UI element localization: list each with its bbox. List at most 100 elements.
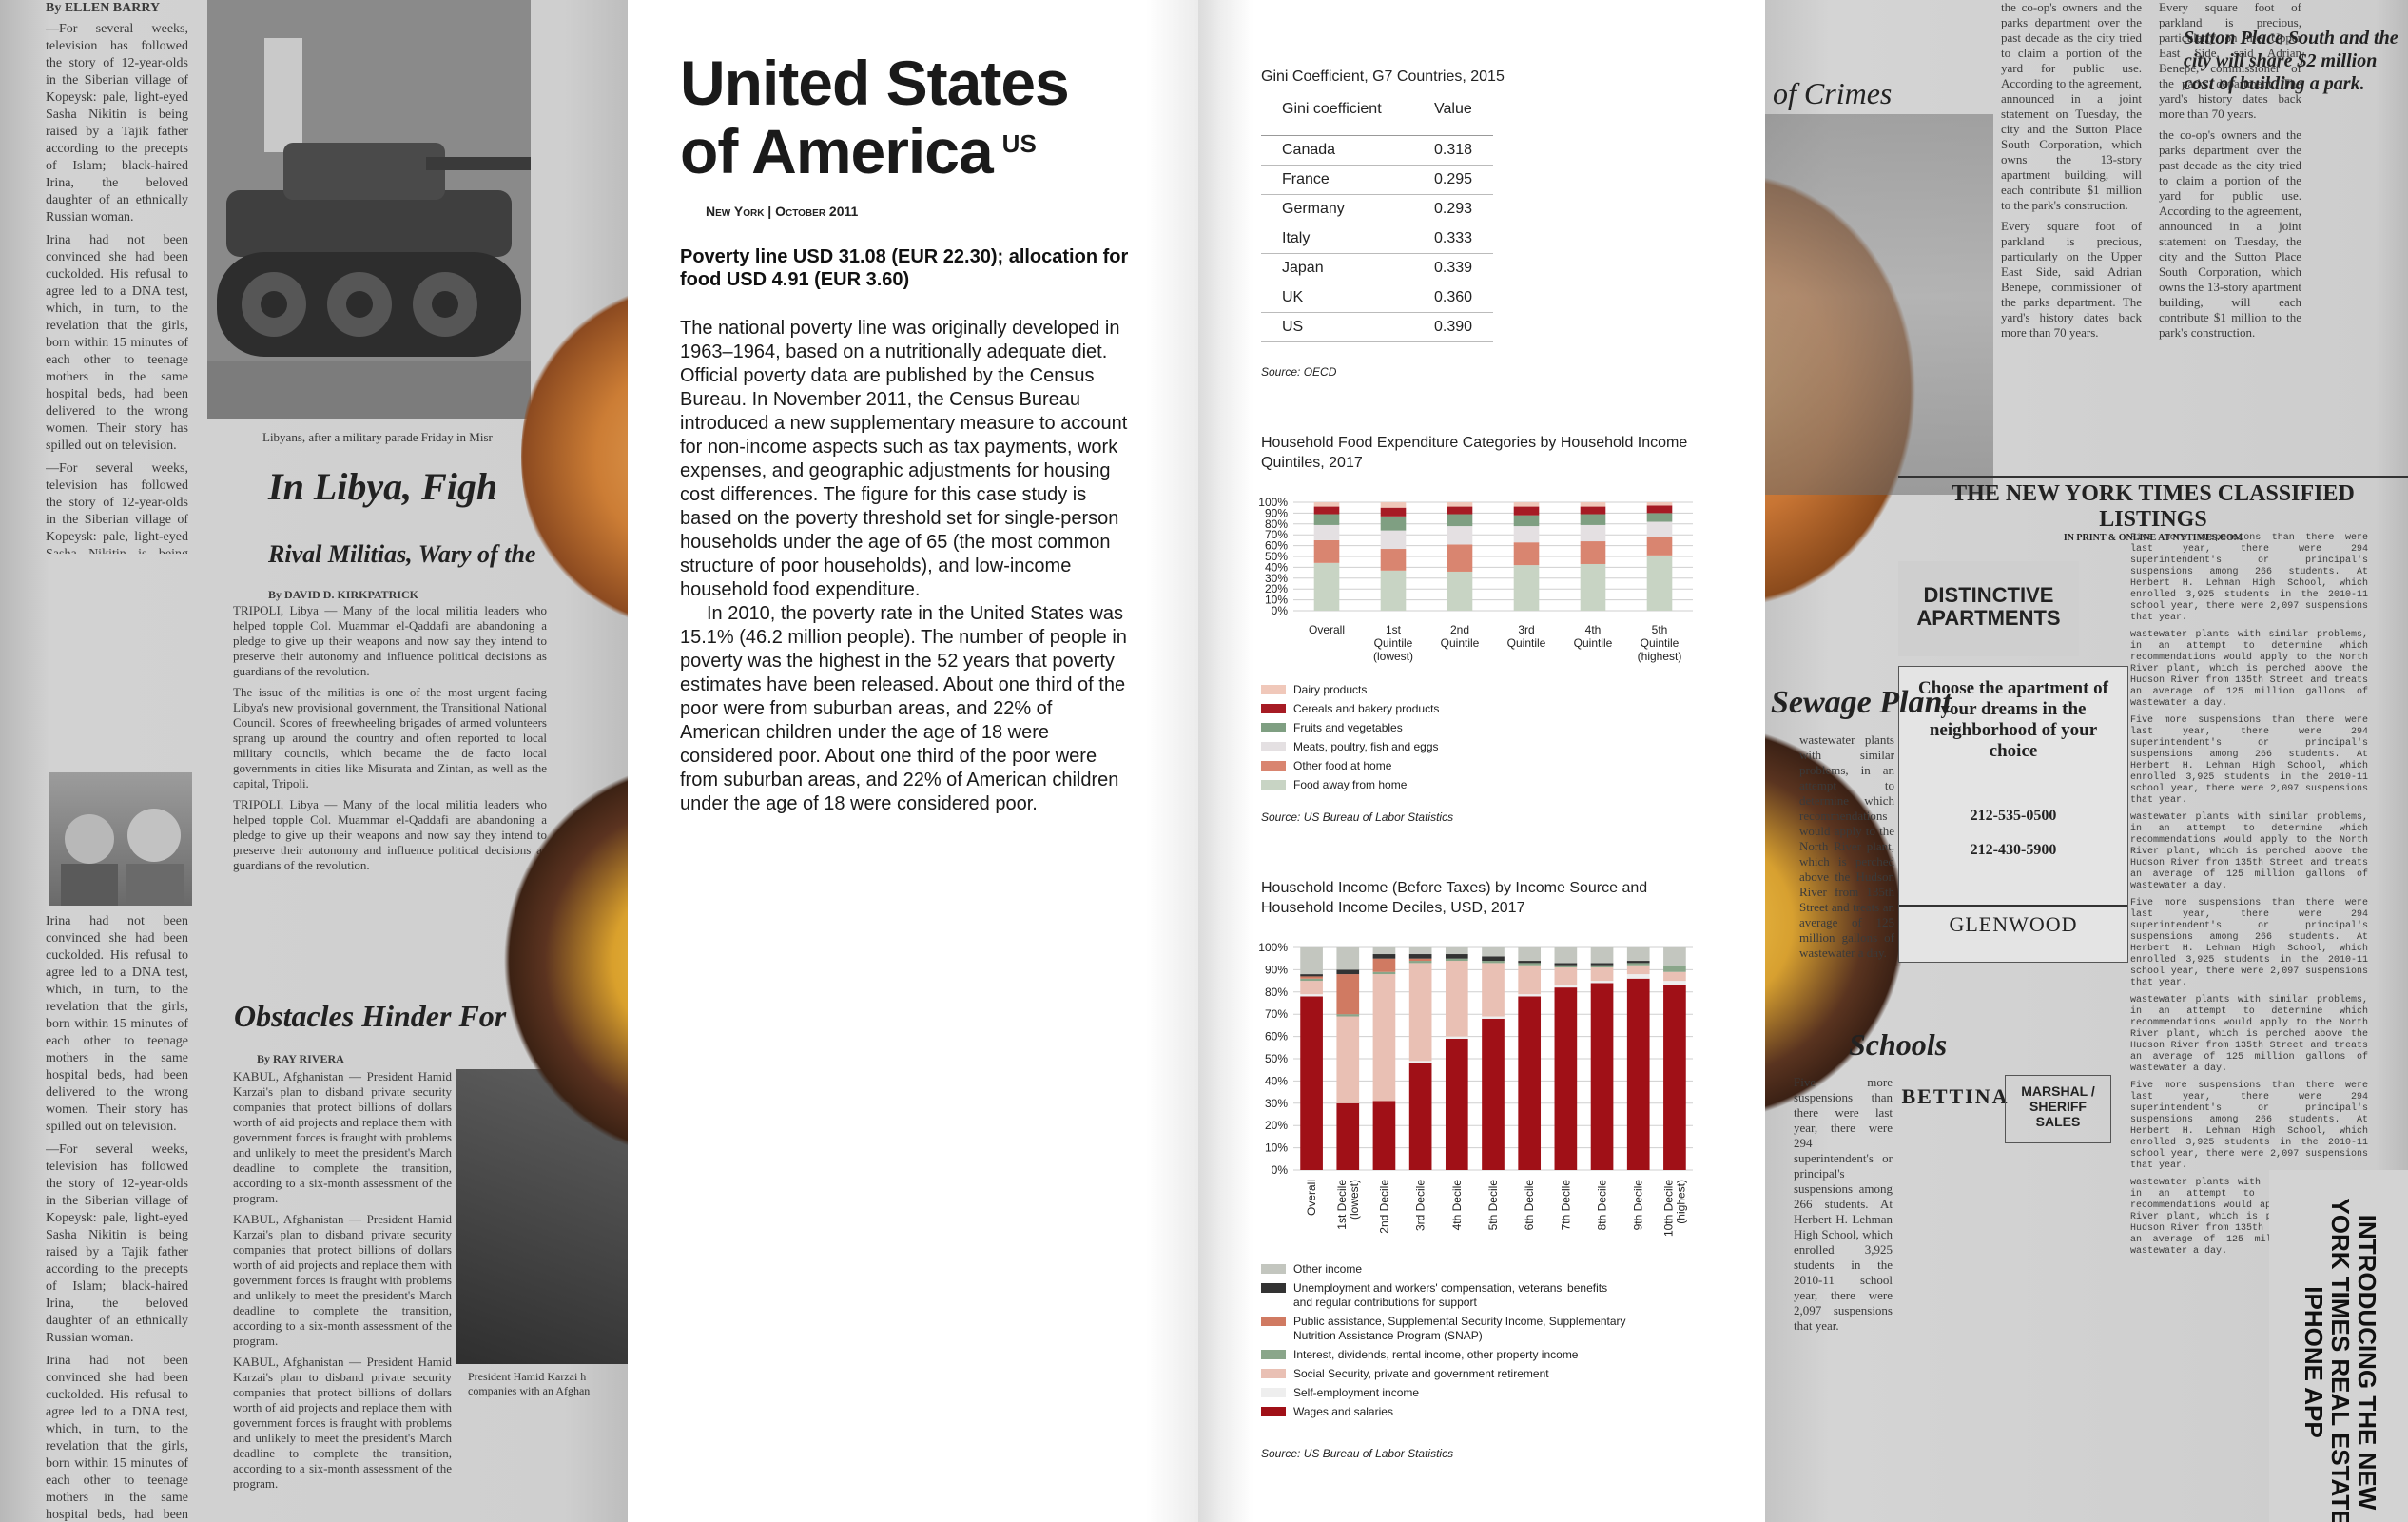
ad-distinctive-apartments: DISTINCTIVE APARTMENTS xyxy=(1898,561,2079,656)
x-tick-label: Quintile xyxy=(1574,636,1613,650)
legend-item: Public assistance, Supplemental Security… xyxy=(1261,1315,1626,1343)
bar-segment xyxy=(1580,541,1606,564)
bar-segment xyxy=(1646,502,1673,506)
x-tick-label-line: 4th Decile xyxy=(1450,1180,1464,1231)
bar-segment xyxy=(1408,1061,1432,1063)
vertical-ad-text: INTRODUCING THE NEW YORK TIMES REAL ESTA… xyxy=(2300,1198,2381,1522)
bar-segment xyxy=(1313,562,1340,611)
news-column-libya: TRIPOLI, Libya — Many of the local milit… xyxy=(233,603,547,872)
gini-source: Source: OECD xyxy=(1261,365,1337,379)
ad-bettina-text: BETTINA xyxy=(1901,1084,2010,1108)
legend-label: Fruits and vegetables xyxy=(1293,721,1403,734)
legend-label: Food away from home xyxy=(1293,778,1408,791)
legend-label: Meats, poultry, fish and eggs xyxy=(1293,740,1439,753)
news-right-column-schools: Five more suspensions than there were la… xyxy=(1794,1075,1893,1333)
bar-segment xyxy=(1590,947,1614,964)
bar-segment xyxy=(1554,985,1578,988)
x-tick-label: 2nd xyxy=(1450,623,1469,636)
ad-glenwood: Choose the apartment of your dreams in t… xyxy=(1898,666,2128,963)
news-headline-sutton: Sutton Place South and the city will sha… xyxy=(2184,28,2398,94)
x-tick-label: 6th Decile xyxy=(1523,1180,1536,1231)
legend-label: Public assistance, Supplemental Security… xyxy=(1293,1315,1626,1342)
bar-segment xyxy=(1518,994,1542,997)
table-row: US 0.390 xyxy=(1261,312,1494,342)
y-tick-label: 50% xyxy=(1265,550,1288,563)
bar-segment xyxy=(1626,961,1650,964)
y-tick-label: 80% xyxy=(1265,985,1288,999)
x-tick-label: 4th xyxy=(1585,623,1602,636)
income-chart-title: Household Income (Before Taxes) by Incom… xyxy=(1261,880,1648,916)
y-tick-label: 0% xyxy=(1272,604,1289,617)
news-photo-caption-2: President Hamid Karzai h companies with … xyxy=(468,1370,591,1397)
bar-segment xyxy=(1336,974,1360,1015)
gini-table-header: Gini coefficient Value xyxy=(1261,101,1493,136)
food-chart-source: Source: US Bureau of Labor Statistics xyxy=(1261,810,1454,824)
bar-segment xyxy=(1445,1036,1468,1039)
bar-segment xyxy=(1482,947,1505,957)
legend-swatch xyxy=(1261,1317,1286,1326)
gini-country: US xyxy=(1261,312,1413,342)
bar-segment xyxy=(1513,542,1540,566)
legend-swatch xyxy=(1261,780,1286,790)
bar-segment xyxy=(1513,502,1540,507)
ad-glenwood-brand: GLENWOOD xyxy=(1899,905,2127,937)
bar-segment xyxy=(1590,967,1614,982)
y-tick-label: 90% xyxy=(1265,963,1288,976)
left-page: United States of America US New York | Oc… xyxy=(628,0,1198,1522)
ad-marshal: MARSHAL / SHERIFF SALES xyxy=(2005,1075,2111,1143)
bar-segment xyxy=(1626,965,1650,975)
news-byline-3: By RAY RIVERA xyxy=(257,1052,344,1065)
table-row: Canada 0.318 xyxy=(1261,135,1494,166)
bar-segment xyxy=(1380,516,1407,531)
x-tick-label: Quintile xyxy=(1374,636,1413,650)
bar-segment xyxy=(1554,963,1578,966)
gini-country: Japan xyxy=(1261,253,1413,283)
bar-segment xyxy=(1300,974,1323,977)
bar-segment xyxy=(1447,571,1473,611)
bar-segment xyxy=(1372,947,1396,955)
gini-value: 0.318 xyxy=(1413,135,1494,166)
y-tick-label: 30% xyxy=(1265,1097,1288,1110)
y-tick-label: 100% xyxy=(1258,496,1288,509)
news-right-column-2: Every square foot of parkland is preciou… xyxy=(2159,0,2301,340)
bar-segment xyxy=(1313,514,1340,525)
bar-segment xyxy=(1626,963,1650,966)
legend-item: Dairy products xyxy=(1261,683,1439,697)
income-chart-legend: Other income Unemployment and workers' co… xyxy=(1261,1262,1626,1424)
bar-segment xyxy=(1580,514,1606,525)
bar-segment xyxy=(1372,954,1396,959)
x-tick-label: Overall xyxy=(1309,623,1345,636)
legend-swatch xyxy=(1261,1350,1286,1359)
bar-segment xyxy=(1590,981,1614,984)
bar-segment xyxy=(1445,961,1468,1037)
bar-segment xyxy=(1590,965,1614,968)
gini-country: Italy xyxy=(1261,224,1413,254)
gini-value: 0.339 xyxy=(1413,253,1494,283)
x-tick-label-line: Overall xyxy=(1305,1180,1318,1216)
legend-label: Interest, dividends, rental income, othe… xyxy=(1293,1348,1579,1361)
food-chart-legend: Dairy products Cereals and bakery product… xyxy=(1261,683,1439,797)
legend-swatch xyxy=(1261,685,1286,694)
bar-segment xyxy=(1513,565,1540,611)
x-tick-label-line: 6th Decile xyxy=(1523,1180,1536,1231)
legend-item: Interest, dividends, rental income, othe… xyxy=(1261,1348,1626,1362)
newspaper-background-right: of Crimes the co-op's owners and the par… xyxy=(1765,0,2408,1522)
y-tick-label: 100% xyxy=(1258,941,1288,954)
bar-segment xyxy=(1447,526,1473,545)
country-title: United States of America US xyxy=(680,51,1070,183)
gini-col-header-country: Gini coefficient xyxy=(1282,101,1382,117)
legend-item: Meats, poultry, fish and eggs xyxy=(1261,740,1439,754)
x-tick-label: (lowest) xyxy=(1373,650,1413,663)
bar-segment xyxy=(1372,971,1396,975)
bar-segment xyxy=(1300,996,1323,1170)
gini-table: Gini coefficient Value Canada 0.318 Franc… xyxy=(1261,101,1494,342)
legend-swatch xyxy=(1261,1388,1286,1397)
legend-label: Other income xyxy=(1293,1262,1363,1276)
x-tick-label-line: 2nd Decile xyxy=(1377,1180,1390,1234)
bar-segment xyxy=(1518,965,1542,995)
table-row: Germany 0.293 xyxy=(1261,194,1494,224)
newspaper-background-left: By ELLEN BARRY —For several weeks, telev… xyxy=(0,0,628,1522)
bar-segment xyxy=(1336,1014,1360,1017)
bar-segment xyxy=(1300,976,1323,979)
bar-segment xyxy=(1336,969,1360,975)
